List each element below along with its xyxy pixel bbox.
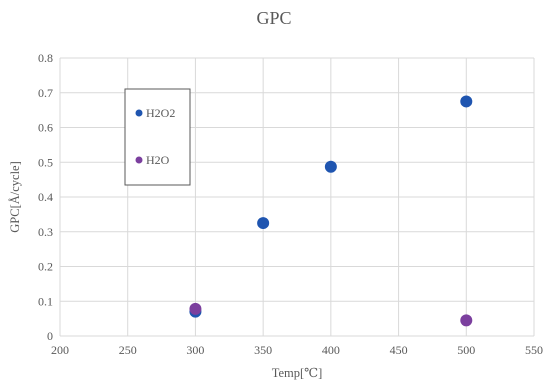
legend-label-h2o2: H2O2: [146, 106, 175, 120]
data-point-h2o2: [324, 160, 337, 173]
legend: H2O2 H2O: [124, 88, 191, 186]
x-axis-title: Temp[℃]: [272, 366, 323, 380]
x-tick-label: 550: [525, 343, 543, 357]
legend-marker-h2o: [135, 156, 143, 164]
y-tick-label: 0.7: [38, 86, 53, 100]
y-tick-label: 0.1: [38, 294, 53, 308]
x-tick-label: 450: [390, 343, 408, 357]
y-tick-label: 0.8: [38, 51, 53, 65]
x-tick-label: 400: [322, 343, 340, 357]
x-tick-label: 200: [51, 343, 69, 357]
legend-marker-h2o2: [135, 109, 143, 117]
y-axis-title: GPC[Å/cycle]: [8, 161, 22, 233]
chart-title: GPC: [256, 8, 292, 28]
data-point-h2o: [189, 302, 202, 315]
data-point-h2o: [460, 314, 473, 327]
x-tick-label: 250: [119, 343, 137, 357]
y-tick-label: 0.6: [38, 121, 53, 135]
data-point-h2o2: [257, 217, 270, 230]
grid-lines: [59, 57, 535, 337]
y-tick-label: 0.5: [38, 155, 53, 169]
legend-label-h2o: H2O: [146, 153, 170, 167]
y-tick-label: 0: [47, 329, 53, 343]
y-tick-label: 0.3: [38, 225, 53, 239]
tick-labels: 0 0.1 0.2 0.3 0.4 0.5 0.6 0.7 0.8 200 250 300 350 400…: [38, 51, 543, 357]
legend-box: [124, 88, 191, 186]
x-tick-label: 500: [457, 343, 475, 357]
x-tick-label: 350: [254, 343, 272, 357]
data-points: [189, 95, 473, 327]
x-tick-label: 300: [186, 343, 204, 357]
y-tick-label: 0.2: [38, 260, 53, 274]
y-tick-label: 0.4: [38, 190, 53, 204]
data-point-h2o2: [460, 95, 473, 108]
